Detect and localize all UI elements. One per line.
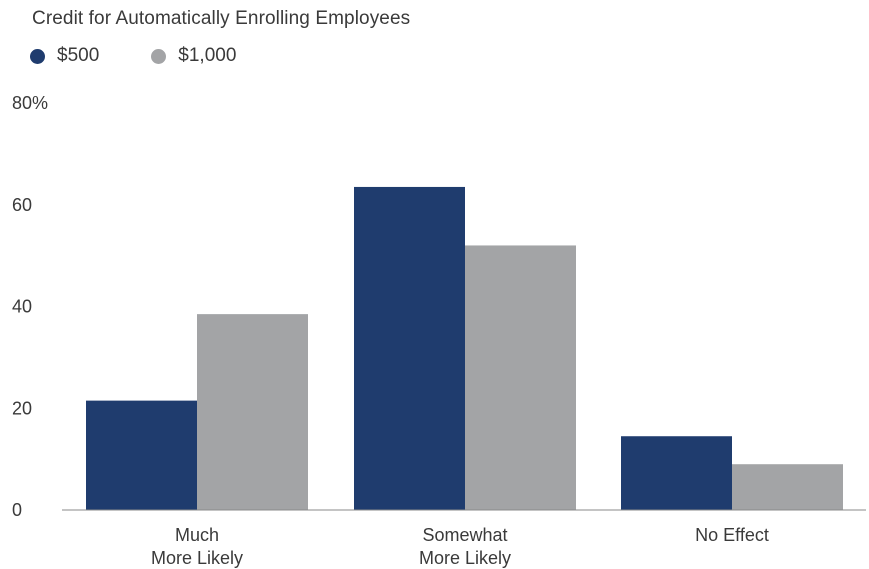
x-tick-label-0: Much More Likely bbox=[151, 525, 243, 568]
y-tick-label-0: 0 bbox=[12, 500, 22, 520]
x-tick-label-2: No Effect bbox=[695, 525, 769, 545]
legend: $500 $1,000 bbox=[30, 45, 288, 67]
y-tick-label-80: 80% bbox=[12, 93, 48, 113]
bar-1000-0 bbox=[197, 314, 308, 510]
y-tick-label-60: 60 bbox=[12, 195, 32, 215]
bar-500-0 bbox=[86, 400, 197, 510]
x-tick-label-line: More Likely bbox=[419, 548, 511, 568]
y-tick-label-20: 20 bbox=[12, 398, 32, 418]
legend-item-1000: $1,000 bbox=[151, 45, 236, 67]
y-tick-label-40: 40 bbox=[12, 297, 32, 317]
x-tick-label-line: Somewhat bbox=[422, 525, 507, 545]
x-tick-label-line: Much bbox=[175, 525, 219, 545]
legend-swatch-1000 bbox=[151, 48, 167, 64]
legend-label-1000: $1,000 bbox=[178, 45, 237, 66]
legend-item-500: $500 bbox=[30, 45, 99, 67]
x-tick-label-1: Somewhat More Likely bbox=[419, 525, 511, 568]
bar-500-2 bbox=[621, 436, 732, 510]
x-tick-label-line: More Likely bbox=[151, 548, 243, 568]
legend-swatch-500 bbox=[30, 48, 45, 64]
chart-title: Credit for Automatically Enrolling Emplo… bbox=[32, 8, 411, 29]
legend-label-500: $500 bbox=[57, 45, 100, 66]
bar-1000-2 bbox=[732, 464, 843, 510]
x-tick-label-line: No Effect bbox=[695, 525, 769, 545]
bar-1000-1 bbox=[465, 245, 576, 510]
bar-500-1 bbox=[354, 186, 465, 510]
